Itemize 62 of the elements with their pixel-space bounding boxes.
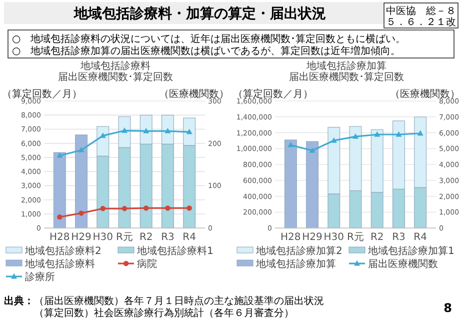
x-tick-label: R4 [182, 232, 196, 243]
point [352, 133, 358, 139]
text: ５．６．２１改 [386, 17, 456, 28]
text: （届出医療機関数）各年７月１日時点の主な施設基準の届出状況 [34, 295, 324, 307]
legend-label: 地域包括診療加算 [255, 258, 336, 270]
point [122, 206, 128, 212]
point [144, 206, 149, 211]
x-tick-label: H29 [302, 232, 322, 243]
point [78, 146, 84, 152]
point [186, 128, 192, 134]
text: （算定回数）社会医療診療行為別統計（各年６月審査分） [34, 307, 294, 319]
legend-label: 診療所 [25, 271, 55, 283]
point [56, 152, 63, 158]
point [309, 147, 316, 153]
source-note: 出典： [4, 295, 34, 307]
x-tick-label: R2 [139, 232, 153, 243]
legend-label: 地域包括診療加算1 [367, 245, 454, 257]
point [330, 137, 337, 143]
point [186, 206, 192, 211]
legend-label: 地域包括診療加算2 [255, 245, 342, 257]
y-axis-title: （算定回数／月） [233, 88, 313, 100]
bar [53, 152, 66, 228]
x-tick-label: R元 [116, 232, 133, 243]
legend-label: 届出医療機関数 [368, 258, 438, 270]
x-tick-label: H30 [92, 232, 114, 243]
x-tick-label: R4 [414, 232, 427, 243]
text: 8 [444, 301, 452, 315]
point [165, 206, 170, 211]
text: 地域包括診療料・加算の算定・届出状況 [73, 5, 326, 22]
x-tick-label: H30 [324, 232, 344, 243]
bar [284, 140, 297, 228]
x-tick-label: R2 [370, 232, 384, 243]
x-tick-label: H28 [280, 232, 301, 243]
legend-label: 地域包括診療料 [24, 258, 95, 270]
chart-subtitle: 届出医療機関数･算定回数 [289, 71, 404, 83]
text: ○ 地域包括診療料の状況については、近年は届出医療機関数･算定回数ともに横ばい。 [12, 33, 406, 45]
point [100, 206, 106, 212]
bar [306, 141, 318, 228]
point [122, 127, 128, 133]
legend-label: 地域包括診療料1 [136, 245, 214, 257]
y-axis-title: （算定回数／月） [2, 88, 82, 100]
point [374, 131, 380, 137]
point [396, 131, 402, 137]
x-tick-label: R元 [347, 232, 364, 243]
point [417, 130, 424, 136]
x-tick-label: R3 [392, 232, 406, 243]
legend-label: 地域包括診療料2 [24, 245, 102, 257]
chart-title: 地域包括診療料 [80, 60, 150, 72]
bar [75, 134, 88, 228]
x-tick-label: H29 [71, 232, 92, 243]
point [288, 142, 294, 148]
text: 中医協 総－８ [386, 5, 456, 17]
x-tick-label: H28 [50, 232, 70, 243]
x-tick-label: R3 [161, 232, 174, 243]
point [143, 128, 150, 134]
chart-title: 地域包括診療加算 [306, 60, 386, 72]
point [78, 210, 84, 216]
text: ○ 地域包括診療加算の届出医療機関数は横ばいであるが、算定回数は近年増加傾向。 [12, 45, 401, 57]
legend-label: 病院 [137, 258, 157, 270]
point [57, 214, 62, 220]
chart-subtitle: 届出医療機関数･算定回数 [58, 71, 173, 83]
point [164, 128, 171, 134]
